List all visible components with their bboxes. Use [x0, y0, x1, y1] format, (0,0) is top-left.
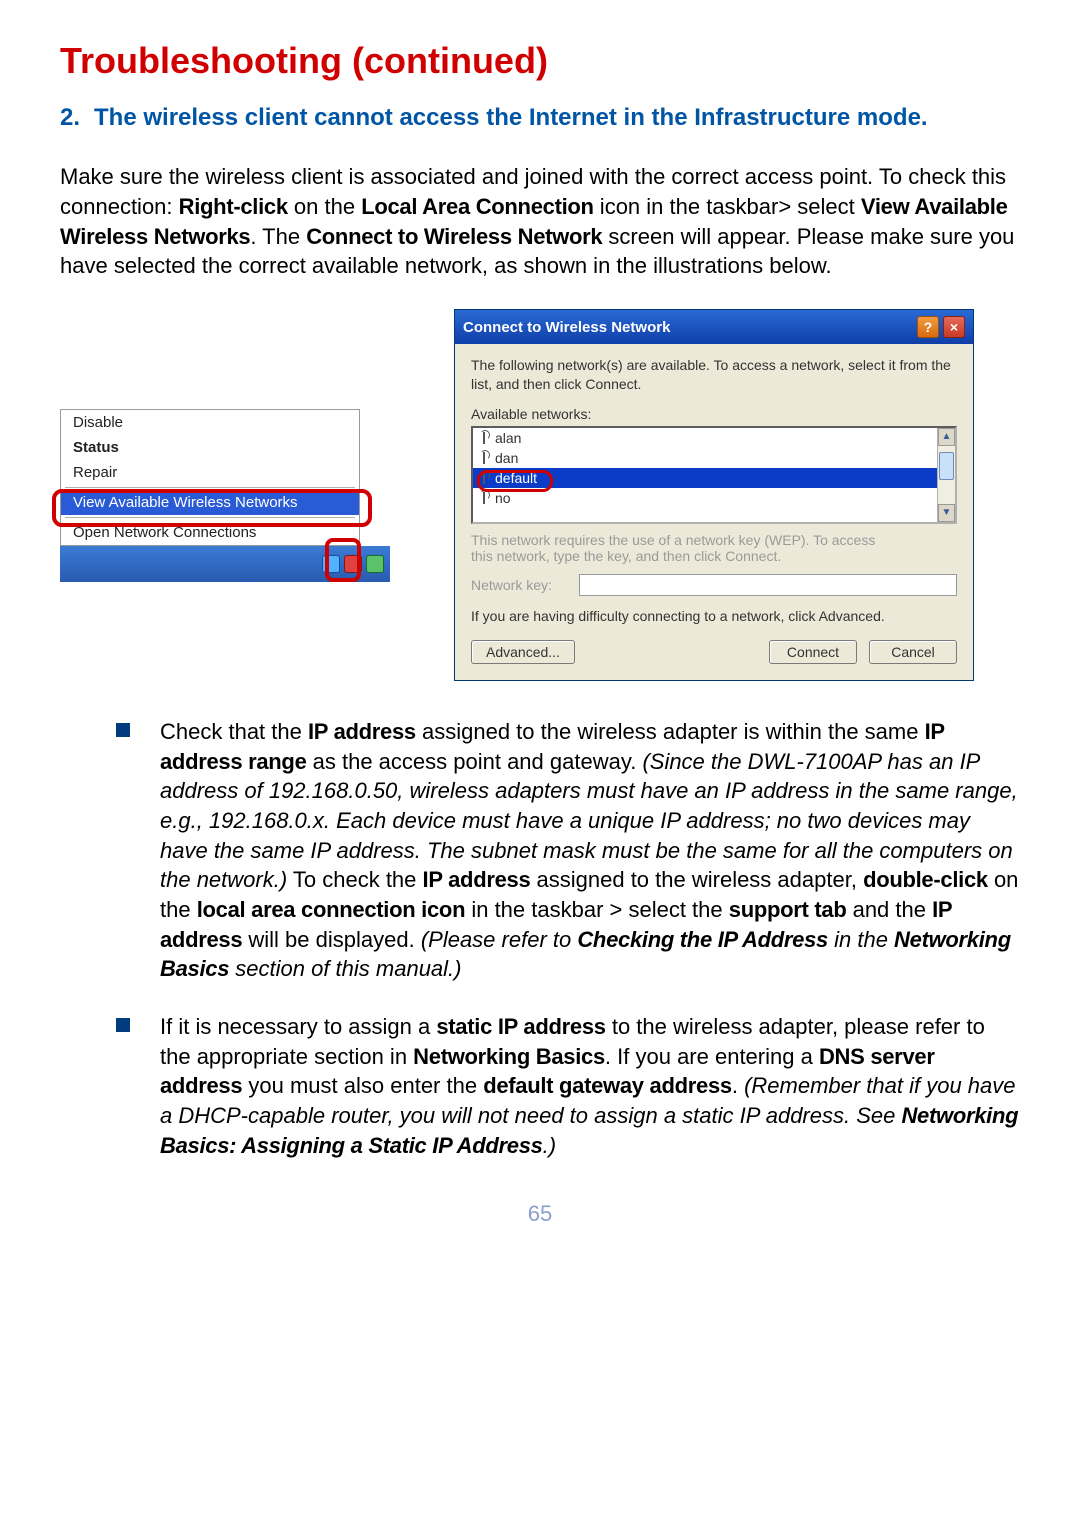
spacer	[587, 640, 757, 664]
txt: in the	[828, 927, 894, 952]
network-key-row: Network key:	[471, 574, 957, 596]
bullet-list: Check that the IP address assigned to th…	[60, 717, 1020, 1161]
highlight-annotation	[325, 538, 361, 582]
bullet-item: Check that the IP address assigned to th…	[60, 717, 1020, 984]
bold-static-ip: static IP address	[436, 1014, 605, 1039]
network-item[interactable]: dan	[473, 448, 955, 468]
txt: will be displayed.	[242, 927, 421, 952]
network-listbox[interactable]: alan dan default no ▲ ▼	[471, 426, 957, 524]
wep-note-line1: This network requires the use of a netwo…	[471, 532, 957, 548]
screenshots-row: Disable Status Repair View Available Wir…	[60, 309, 1020, 681]
txt: and the	[846, 897, 932, 922]
bold-ctwn: Connect to Wireless Network	[306, 224, 602, 249]
ctx-item-repair[interactable]: Repair	[61, 460, 359, 485]
bold-nb: Networking Basics	[413, 1044, 605, 1069]
bullet-text: Check that the IP address assigned to th…	[160, 717, 1020, 984]
txt: Check that the	[160, 719, 308, 744]
connect-button[interactable]: Connect	[769, 640, 857, 664]
network-name: alan	[495, 430, 521, 446]
bold-laci: local area connection icon	[197, 897, 466, 922]
highlight-annotation	[477, 470, 553, 492]
network-name: no	[495, 490, 511, 506]
bullet-square-icon	[116, 723, 130, 737]
txt: assigned to the wireless adapter is with…	[416, 719, 925, 744]
taskbar	[60, 546, 390, 582]
txt: in the taskbar > select the	[465, 897, 729, 922]
intro-text: on the	[288, 194, 361, 219]
wep-note-line2: this network, type the key, and then cli…	[471, 548, 957, 564]
txt: If it is necessary to assign a	[160, 1014, 436, 1039]
txt: To check the	[287, 867, 422, 892]
ctx-separator	[65, 487, 355, 488]
section-heading: 2. The wireless client cannot access the…	[60, 102, 1020, 134]
page-number: 65	[60, 1201, 1020, 1227]
advanced-button[interactable]: Advanced...	[471, 640, 575, 664]
txt: .	[732, 1073, 744, 1098]
antenna-icon	[479, 452, 489, 464]
txt: as the access point and gateway.	[307, 749, 643, 774]
advanced-note: If you are having difficulty connecting …	[471, 608, 957, 624]
available-networks-label: Available networks:	[471, 406, 957, 422]
tray-icon[interactable]	[366, 555, 384, 573]
bold-dga: default gateway address	[483, 1073, 732, 1098]
section-number: 2.	[60, 102, 80, 134]
dialog-title: Connect to Wireless Network	[463, 319, 913, 336]
intro-paragraph: Make sure the wireless client is associa…	[60, 162, 1020, 281]
txt: (Please refer to	[421, 927, 578, 952]
section-text: The wireless client cannot access the In…	[94, 102, 1020, 134]
bullet-square-icon	[116, 1018, 130, 1032]
connect-dialog: Connect to Wireless Network ? × The foll…	[454, 309, 974, 681]
scroll-thumb[interactable]	[939, 452, 954, 480]
txt: assigned to the wireless adapter,	[530, 867, 863, 892]
bold-ital: Checking the IP Address	[577, 927, 828, 952]
page-title: Troubleshooting (continued)	[60, 40, 1020, 82]
scrollbar[interactable]: ▲ ▼	[937, 428, 955, 522]
bold-support-tab: support tab	[729, 897, 847, 922]
antenna-icon	[479, 492, 489, 504]
bold-dblclick: double-click	[863, 867, 988, 892]
scroll-down-button[interactable]: ▼	[938, 504, 955, 522]
bold-lac: Local Area Connection	[361, 194, 593, 219]
close-button[interactable]: ×	[943, 316, 965, 338]
txt: section of this manual.)	[229, 956, 461, 981]
ctx-item-status[interactable]: Status	[61, 435, 359, 460]
ctx-separator	[65, 517, 355, 518]
ctx-item-open-connections[interactable]: Open Network Connections	[61, 520, 359, 545]
dialog-body: The following network(s) are available. …	[455, 344, 973, 680]
antenna-icon	[479, 432, 489, 444]
help-button[interactable]: ?	[917, 316, 939, 338]
bold-right-click: Right-click	[179, 194, 288, 219]
intro-text: icon in the taskbar> select	[594, 194, 861, 219]
network-key-label: Network key:	[471, 577, 571, 593]
context-menu: Disable Status Repair View Available Wir…	[60, 409, 360, 546]
bold-ip: IP address	[308, 719, 416, 744]
network-key-input[interactable]	[579, 574, 957, 596]
context-menu-screenshot: Disable Status Repair View Available Wir…	[60, 409, 390, 582]
ctx-item-view-networks[interactable]: View Available Wireless Networks	[61, 490, 359, 515]
network-name: dan	[495, 450, 518, 466]
intro-text: . The	[250, 224, 306, 249]
ctx-item-disable[interactable]: Disable	[61, 410, 359, 435]
bullet-item: If it is necessary to assign a static IP…	[60, 1012, 1020, 1160]
scroll-up-button[interactable]: ▲	[938, 428, 955, 446]
bullet-text: If it is necessary to assign a static IP…	[160, 1012, 1020, 1160]
dialog-description: The following network(s) are available. …	[471, 356, 957, 394]
txt: you must also enter the	[242, 1073, 483, 1098]
txt: . If you are entering a	[605, 1044, 819, 1069]
dialog-titlebar: Connect to Wireless Network ? ×	[455, 310, 973, 344]
network-item[interactable]: alan	[473, 428, 955, 448]
txt: .)	[543, 1133, 556, 1158]
cancel-button[interactable]: Cancel	[869, 640, 957, 664]
bold-ip: IP address	[423, 867, 531, 892]
scroll-track[interactable]	[938, 446, 955, 504]
dialog-button-row: Advanced... Connect Cancel	[471, 640, 957, 664]
